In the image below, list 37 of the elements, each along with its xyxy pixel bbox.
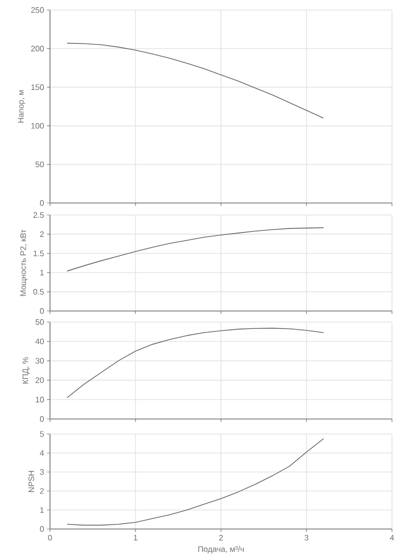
- x-tick-label: 3: [304, 534, 308, 541]
- y-axis-title: Мощность Р2, кВт: [20, 230, 28, 296]
- y-axis-title: NPSH: [28, 471, 34, 492]
- line-series: [66, 227, 324, 272]
- y-tick-label: 1: [40, 507, 44, 513]
- y-tick-label: 40: [35, 338, 44, 344]
- y-axis-title: КПД, %: [22, 357, 30, 384]
- y-tick-label: 2.5: [33, 212, 44, 218]
- y-tick-label: 0: [40, 416, 44, 422]
- y-tick-label: 2: [40, 488, 44, 494]
- y-tick-label: 5: [40, 431, 44, 437]
- y-tick-label: 250: [31, 7, 44, 13]
- line-series: [66, 438, 324, 526]
- y-tick-label: 50: [36, 162, 44, 168]
- y-tick-label: 50: [36, 319, 44, 325]
- x-tick-label: 2: [219, 534, 223, 540]
- y-tick-label: 4: [40, 450, 44, 456]
- y-tick-label: 0: [40, 200, 44, 206]
- x-tick-label: 0: [48, 534, 52, 541]
- y-tick-label: 20: [36, 377, 44, 384]
- y-tick-label: 150: [31, 84, 44, 90]
- y-tick-label: 10: [36, 396, 44, 402]
- x-tick-label: 4: [390, 534, 394, 540]
- y-tick-label: 30: [36, 358, 44, 364]
- x-axis-title: Подача, м³/ч: [198, 546, 244, 554]
- y-tick-label: 1: [40, 270, 44, 276]
- y-tick-label: 1.5: [34, 250, 44, 256]
- y-tick-label: 0: [40, 526, 44, 532]
- y-tick-label: 3: [40, 469, 44, 475]
- y-tick-label: 100: [31, 122, 44, 129]
- y-tick-label: 0.5: [33, 288, 44, 295]
- y-tick-label: 0: [40, 308, 44, 314]
- y-axis-title: Напор, м: [18, 90, 26, 123]
- x-tick-label: 1: [134, 534, 138, 540]
- line-series: [66, 328, 324, 398]
- y-tick-label: 200: [31, 46, 44, 52]
- y-tick-label: 2: [40, 231, 44, 237]
